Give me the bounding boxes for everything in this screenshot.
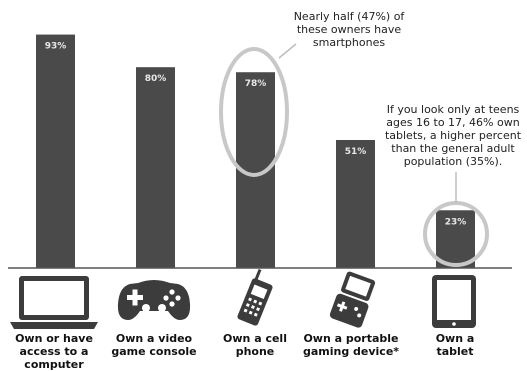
phone-note-line: these owners have (296, 23, 402, 36)
bar-portable-gaming (336, 139, 375, 268)
game-controller-icon (117, 280, 191, 320)
value-label-tablet: 23% (445, 217, 467, 227)
tablet-note-line: If you look only at teens (386, 103, 520, 116)
value-label-computer: 93% (45, 42, 67, 52)
category-label-cell-phone: Own a cell phone (205, 332, 305, 358)
category-label-console: Own a video game console (104, 332, 204, 358)
category-label-line: Own a cell (223, 332, 287, 345)
phone-note-line: smartphones (312, 36, 386, 49)
category-label-line: Own a portable (303, 332, 399, 345)
laptop-icon (10, 276, 98, 329)
category-label-line: access to a (19, 345, 89, 358)
value-label-portable-gaming: 51% (345, 147, 367, 157)
category-label-line: phone (235, 345, 275, 358)
category-label-tablet: Own a tablet (405, 332, 505, 358)
bar-console (136, 67, 175, 268)
category-label-computer: Own or have access to a computer (4, 332, 104, 371)
bars-group: 93% 80% 78% 51% 23% (36, 34, 475, 268)
phone-callout-leader (278, 43, 297, 59)
category-label-line: computer (24, 358, 84, 371)
value-label-cell-phone: 78% (245, 79, 267, 89)
category-label-line: gaming device* (302, 345, 400, 358)
phone-callout-note: Nearly half (47%) of these owners have s… (274, 10, 424, 49)
bar-computer (36, 34, 75, 268)
tablet-note-line: ages 16 to 17, 46% own (386, 116, 520, 129)
cell-phone-icon (237, 268, 273, 326)
category-label-line: Own a video (115, 332, 193, 345)
category-label-line: tablet (436, 345, 474, 358)
tablet-note-line: tablets, a higher percent (384, 129, 522, 142)
bar-tablet (436, 210, 475, 268)
value-label-console: 80% (145, 74, 167, 84)
portable-gaming-device-icon (329, 271, 376, 328)
tablet-icon (432, 275, 476, 328)
phone-note-line: Nearly half (47%) of (293, 10, 405, 23)
tablet-note-line: population (35%). (403, 155, 503, 168)
category-label-line: Own or have (15, 332, 93, 345)
category-label-portable-gaming: Own a portable gaming device* (301, 332, 401, 358)
phone-callout-ring (219, 47, 289, 177)
category-label-line: game console (111, 345, 197, 358)
tablet-callout-note: If you look only at teens ages 16 to 17,… (380, 103, 526, 168)
category-label-line: Own a (435, 332, 475, 345)
tablet-note-line: than the general adult (391, 142, 515, 155)
